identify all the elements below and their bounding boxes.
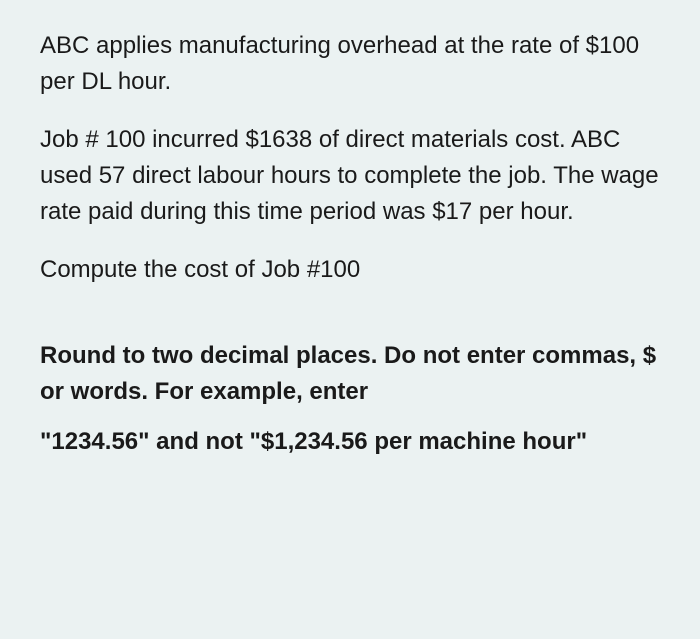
question-paragraph-3: Compute the cost of Job #100 xyxy=(40,252,664,288)
question-paragraph-1: ABC applies manufacturing overhead at th… xyxy=(40,28,664,100)
question-paragraph-2: Job # 100 incurred $1638 of direct mater… xyxy=(40,122,664,230)
instruction-line-1: Round to two decimal places. Do not ente… xyxy=(40,338,664,410)
instruction-line-2: "1234.56" and not "$1,234.56 per machine… xyxy=(40,424,664,460)
